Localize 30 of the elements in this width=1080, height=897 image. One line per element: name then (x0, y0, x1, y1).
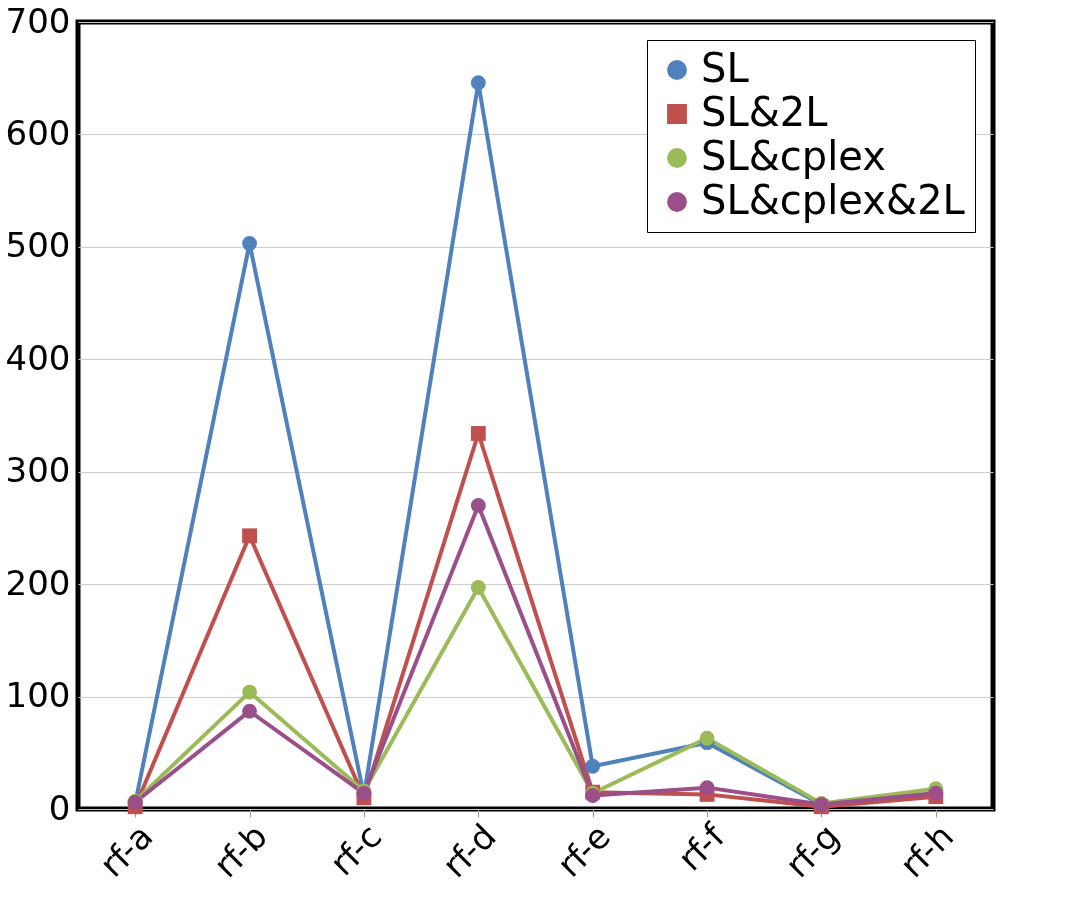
x-tick-label: rf-b (205, 815, 275, 886)
point (470, 426, 486, 441)
legend-label: SL&2L (701, 89, 829, 135)
point (242, 528, 257, 544)
legend-label: SL (701, 45, 750, 91)
y-tick-label: 400 (5, 337, 71, 378)
y-tick-label: 500 (5, 225, 71, 266)
x-tick-label: rf-e (549, 815, 618, 885)
point (242, 684, 257, 700)
point (699, 730, 715, 746)
point (470, 498, 486, 513)
x-tick-label: rf-g (777, 815, 847, 886)
x-tick-label: rf-a (91, 815, 161, 885)
y-tick-label: 600 (5, 112, 71, 153)
y-tick-label: 200 (5, 562, 71, 603)
x-tick-label: rf-h (891, 815, 962, 886)
x-tick-label: rf-d (434, 815, 504, 886)
y-tick-label: 300 (5, 450, 71, 491)
y-tick-label: 0 (48, 787, 71, 828)
legend-label: SL&cplex (701, 133, 886, 179)
y-tick-label: 700 (5, 0, 71, 41)
y-tick-label: 100 (5, 675, 71, 716)
x-tick-label: rf-c (321, 815, 390, 884)
point (699, 780, 715, 796)
point (242, 236, 257, 251)
x-tick-label: rf-f (669, 815, 734, 879)
point (470, 580, 486, 595)
point (585, 758, 601, 774)
point (470, 75, 486, 91)
point (242, 703, 257, 719)
